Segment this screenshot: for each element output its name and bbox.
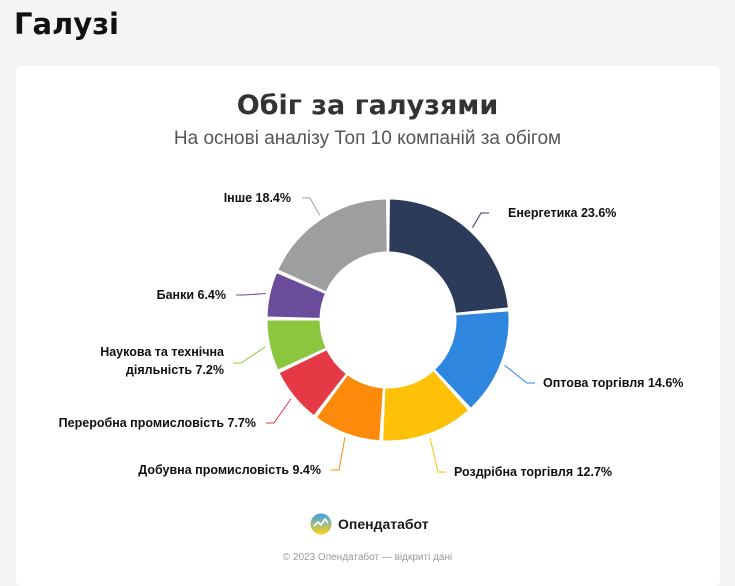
logo-text: Опендатабот — [338, 516, 429, 532]
slice-2[interactable] — [434, 310, 510, 409]
opendatabot-logo[interactable]: Опендатабот — [310, 512, 429, 536]
slice-label-6: Наукова та технічна діяльність 7.2% — [100, 345, 225, 377]
slice-label-2: Оптова торгівля 14.6% — [543, 376, 683, 390]
slice-6[interactable] — [266, 319, 327, 371]
slice-8[interactable] — [277, 198, 388, 293]
opendatabot-logo-icon — [310, 513, 332, 535]
connector-5 — [266, 398, 292, 424]
connector-7 — [236, 293, 266, 296]
connector-8 — [302, 197, 321, 216]
slice-3[interactable] — [382, 370, 470, 442]
section-title: Галузі — [14, 7, 119, 41]
slice-label-5: Переробна промисловість 7.7% — [59, 416, 256, 430]
slice-label-7: Банки 6.4% — [157, 288, 226, 302]
chart-subtitle: На основі аналізу Топ 10 компаній за обі… — [173, 128, 562, 149]
slice-label-4: Добувна промисловість 9.4% — [138, 463, 321, 477]
chart-card — [16, 66, 720, 586]
slice-label-3: Роздрібна торгівля 12.7% — [454, 465, 612, 479]
slice-4[interactable] — [315, 374, 384, 442]
slice-7[interactable] — [266, 272, 326, 319]
slice-label-8: Інше 18.4% — [224, 191, 291, 205]
slice-label-1: Енергетика 23.6% — [508, 206, 616, 220]
footer-text: © 2023 Опендатабот — відкриті дані — [282, 552, 453, 563]
connector-1 — [471, 212, 489, 229]
slice-5[interactable] — [278, 349, 347, 417]
connector-2 — [504, 364, 535, 384]
slice-1[interactable] — [388, 198, 509, 314]
chart-title: Обіг за галузями — [236, 90, 499, 121]
connector-6 — [233, 346, 267, 364]
connector-4 — [331, 437, 346, 471]
connector-3 — [429, 437, 446, 473]
